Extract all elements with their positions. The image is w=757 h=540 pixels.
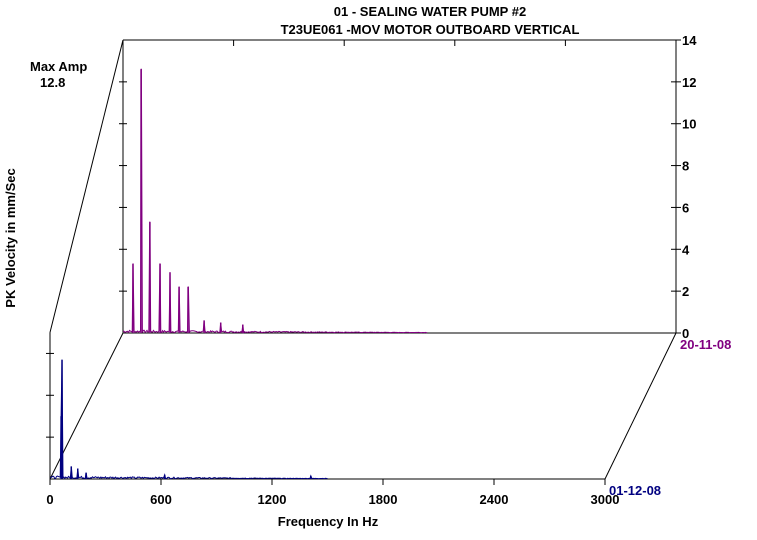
- depth-connector-top: [49, 39, 124, 333]
- depth-connector-right: [604, 332, 677, 480]
- y-tick-label: 14: [682, 33, 697, 48]
- chart-title: 01 - SEALING WATER PUMP #2: [334, 4, 526, 19]
- y-tick-label: 8: [682, 159, 689, 174]
- y-tick-label: 12: [682, 75, 696, 90]
- x-tick-label: 0: [46, 492, 53, 507]
- x-axis-label: Frequency In Hz: [278, 514, 379, 529]
- y-tick-label: 2: [682, 284, 689, 299]
- x-tick-label: 3000: [591, 492, 620, 507]
- x-tick-label: 600: [150, 492, 172, 507]
- y-tick-label: 4: [682, 242, 690, 257]
- x-tick-label: 1800: [369, 492, 398, 507]
- max-amp-label: Max Amp: [30, 59, 87, 74]
- series-date-label: 01-12-08: [609, 483, 661, 498]
- chart-subtitle: T23UE061 -MOV MOTOR OUTBOARD VERTICAL: [281, 22, 580, 37]
- x-tick-label: 1200: [258, 492, 287, 507]
- y-axis-label: PK Velocity in mm/Sec: [3, 168, 18, 307]
- y-tick-label: 10: [682, 117, 696, 132]
- spectrum-line-01-12-08: [49, 359, 328, 480]
- y-tick-label: 6: [682, 200, 689, 215]
- series-date-label: 20-11-08: [680, 337, 731, 352]
- y-tick-label: 0: [682, 326, 689, 341]
- spectrum-line-20-11-08: [122, 68, 428, 334]
- max-amp-value: 12.8: [40, 75, 65, 90]
- x-tick-label: 2400: [480, 492, 509, 507]
